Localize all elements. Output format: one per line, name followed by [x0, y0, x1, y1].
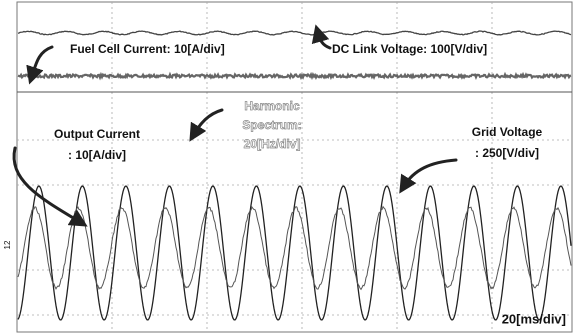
time-scale-label: 20[ms/div]	[502, 311, 566, 326]
dc-link-label: DC Link Voltage: 100[V/div]	[332, 42, 487, 56]
harmonic-label: 20[Hz/div]	[244, 137, 301, 151]
output-current-label: : 10[A/div]	[68, 148, 126, 162]
harmonic-label: Spectrum:	[242, 118, 301, 132]
waveform	[18, 75, 571, 78]
grid-voltage-label: Grid Voltage	[472, 125, 543, 139]
channel-marker: 12	[3, 240, 12, 249]
fuel-cell-label: Fuel Cell Current: 10[A/div]	[70, 42, 225, 56]
output-current-label: Output Current	[54, 127, 140, 141]
grid-voltage-label: : 250[V/div]	[475, 146, 539, 160]
scope-screen: Fuel Cell Current: 10[A/div] DC Link Vol…	[0, 0, 575, 334]
harmonic-label: Harmonic	[244, 99, 300, 113]
